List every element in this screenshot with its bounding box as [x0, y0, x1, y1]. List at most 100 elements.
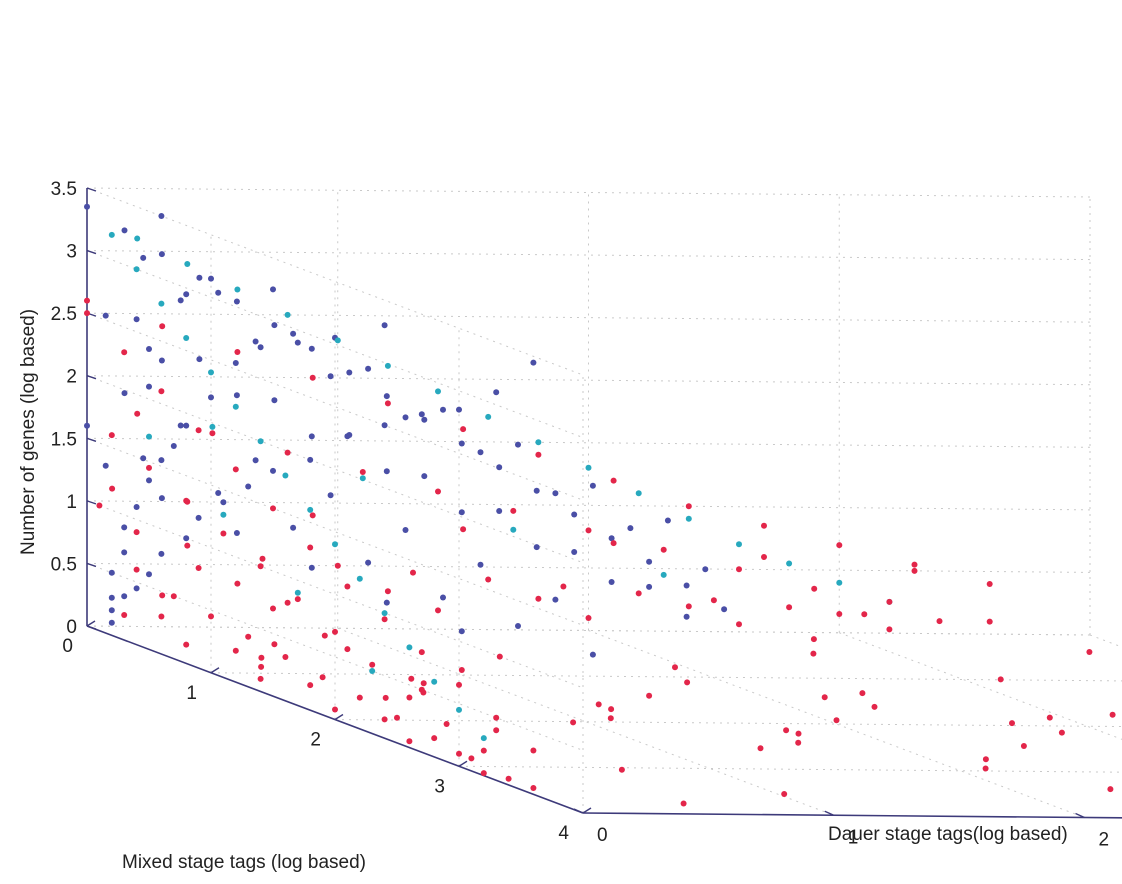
data-point — [159, 323, 166, 330]
x-tick-label: 0 — [62, 636, 73, 657]
data-point — [195, 565, 202, 571]
z-axis-title: Number of genes (log based) — [18, 309, 39, 555]
data-point — [736, 566, 742, 573]
data-point — [158, 357, 165, 364]
data-point — [158, 251, 165, 258]
data-point — [646, 583, 653, 590]
data-point — [783, 727, 790, 734]
side-wall-grid-line — [86, 250, 584, 439]
data-point — [183, 535, 190, 542]
data-point — [496, 508, 503, 514]
floor-grid-line — [458, 765, 1122, 773]
data-point — [140, 455, 147, 462]
data-point — [346, 369, 353, 376]
data-point — [208, 394, 214, 401]
data-point — [184, 261, 191, 267]
data-point — [208, 275, 214, 282]
data-point — [811, 585, 818, 592]
x-tick-mark — [86, 620, 96, 627]
data-point — [458, 440, 465, 447]
data-point — [585, 615, 592, 621]
data-point — [344, 646, 351, 653]
data-point — [108, 432, 115, 439]
back-wall-grid-line — [86, 562, 1091, 573]
data-point — [560, 583, 567, 590]
data-point — [530, 359, 537, 366]
x-axis-title: Mixed stage tags (log based) — [122, 852, 366, 873]
data-point — [836, 579, 843, 586]
data-point — [284, 599, 291, 606]
data-point — [608, 535, 615, 542]
data-point — [290, 330, 297, 337]
data-point — [209, 430, 216, 437]
data-point — [535, 451, 542, 458]
data-point — [234, 349, 241, 355]
data-point — [460, 526, 467, 533]
data-point — [133, 504, 140, 510]
data-point — [702, 566, 709, 573]
data-point — [786, 604, 793, 611]
data-point — [332, 541, 338, 548]
data-point — [618, 766, 625, 773]
data-point — [672, 664, 678, 671]
data-point — [781, 791, 788, 797]
data-point — [308, 564, 315, 571]
data-point — [109, 485, 116, 492]
data-point — [383, 468, 390, 475]
y-tick-mark — [1075, 812, 1085, 819]
floor-grid-line — [337, 627, 834, 816]
data-point — [332, 628, 338, 635]
data-point — [383, 599, 390, 606]
data-point — [146, 346, 152, 352]
data-point — [761, 554, 767, 560]
data-point — [290, 524, 297, 531]
data-point — [327, 492, 334, 499]
z-tick-label: 1.5 — [51, 429, 77, 450]
data-point — [220, 499, 227, 506]
data-point — [84, 203, 90, 210]
data-point — [158, 213, 165, 219]
data-point — [460, 426, 467, 433]
data-point — [170, 443, 177, 449]
data-point — [121, 593, 128, 600]
data-point — [270, 605, 276, 612]
data-point — [271, 322, 278, 329]
z-tick-label: 3.5 — [51, 179, 77, 200]
data-point — [121, 349, 128, 356]
data-point — [646, 558, 653, 565]
data-point — [319, 674, 326, 681]
data-point — [146, 464, 152, 471]
data-point — [270, 286, 276, 293]
data-point — [477, 561, 484, 568]
data-point — [183, 641, 190, 648]
y-axis-title: Dauer stage tags(log based) — [828, 824, 1068, 845]
data-point — [232, 403, 239, 410]
data-point — [158, 300, 165, 307]
data-point — [232, 647, 239, 654]
data-point — [589, 482, 596, 489]
data-point — [140, 254, 147, 261]
data-point — [1009, 720, 1015, 727]
data-point — [383, 393, 390, 400]
data-point-layer — [84, 203, 1116, 807]
data-point — [1109, 711, 1116, 718]
data-point — [685, 603, 692, 610]
data-point — [585, 527, 592, 534]
data-point — [664, 517, 671, 524]
data-point — [1058, 729, 1065, 736]
data-point — [510, 526, 517, 533]
data-point — [321, 632, 328, 639]
data-point — [571, 511, 578, 518]
data-point — [982, 765, 989, 772]
y-tick-label: 0 — [597, 825, 608, 846]
floor-grid-line — [1089, 634, 1122, 648]
data-point — [108, 594, 115, 601]
data-point — [158, 495, 165, 502]
data-point — [252, 338, 259, 345]
side-wall-grid-line — [86, 562, 584, 751]
data-point — [146, 433, 152, 440]
data-point — [585, 464, 592, 471]
data-point — [493, 389, 500, 396]
data-point — [159, 592, 166, 599]
